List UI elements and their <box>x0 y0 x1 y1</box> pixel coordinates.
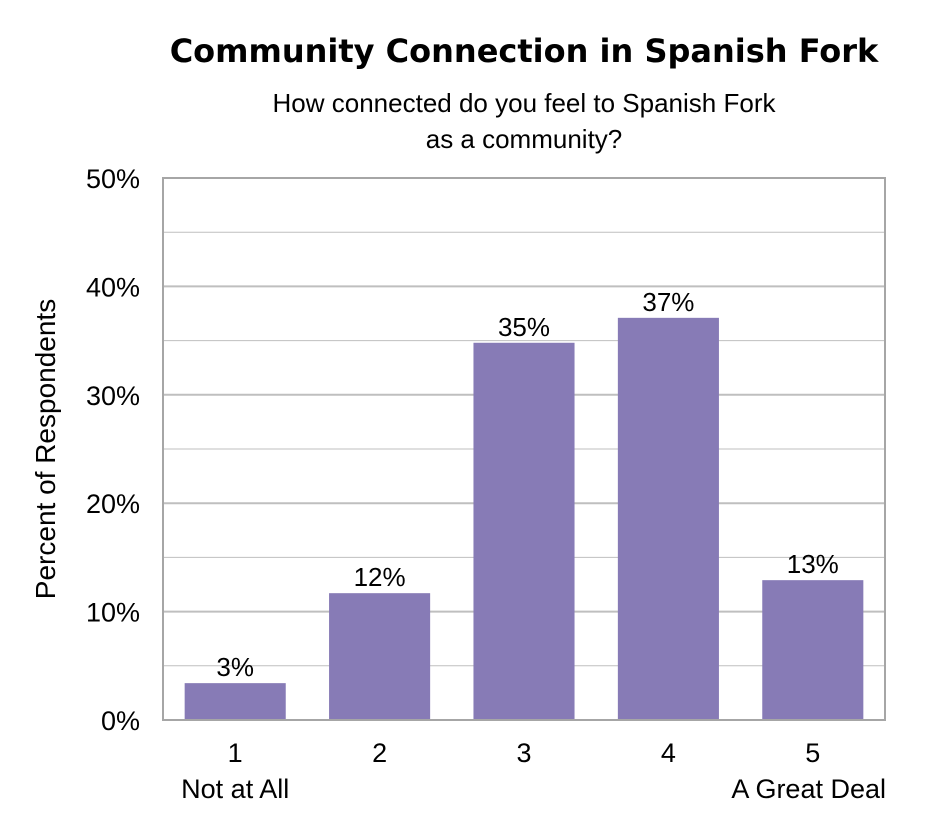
x-tick-label: 2 <box>372 738 387 768</box>
x-tick-label: 1 <box>228 738 243 768</box>
data-label: 13% <box>787 549 839 579</box>
plot-area-border <box>162 177 886 721</box>
data-label: 3% <box>216 652 254 682</box>
x-tick-label: 4 <box>661 738 676 768</box>
data-label: 35% <box>498 312 550 342</box>
x-tick-sublabel: Not at All <box>181 774 289 804</box>
x-tick-label: 5 <box>805 738 820 768</box>
x-tick-sublabel: A Great Deal <box>731 774 886 804</box>
chart-subtitle-line-1: How connected do you feel to Spanish For… <box>273 88 777 118</box>
bar <box>762 580 864 720</box>
y-tick-label: 0% <box>101 706 140 736</box>
y-axis-label: Percent of Respondents <box>30 299 61 599</box>
y-tick-label: 40% <box>86 272 140 302</box>
y-tick-label: 50% <box>86 164 140 194</box>
y-tick-label: 20% <box>86 489 140 519</box>
bars <box>184 317 864 720</box>
bar <box>473 342 575 720</box>
y-tick-labels: 0% 10% 20% 30% 40% 50% <box>86 164 140 736</box>
bar <box>184 683 286 720</box>
chart-subtitle-line-2: as a community? <box>426 124 623 154</box>
x-tick-label: 3 <box>516 738 531 768</box>
bar <box>617 317 719 720</box>
data-label: 12% <box>354 562 406 592</box>
y-tick-label: 30% <box>86 381 140 411</box>
data-labels: 3% 12% 35% 37% 13% <box>216 287 838 682</box>
data-label: 37% <box>642 287 694 317</box>
x-tick-labels: 1 Not at All 2 3 4 5 A Great Deal <box>181 738 886 804</box>
chart-title: Community Connection in Spanish Fork <box>170 32 879 70</box>
bar <box>329 593 431 720</box>
y-tick-label: 10% <box>86 598 140 628</box>
